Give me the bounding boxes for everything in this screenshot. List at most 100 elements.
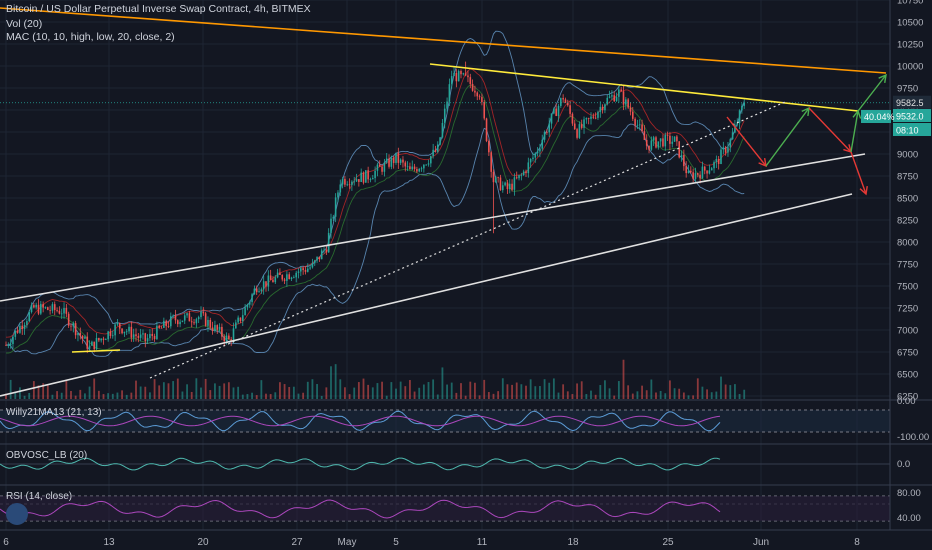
volume-bar [135,380,137,399]
volume-bar [706,389,708,399]
volume-bar [687,395,690,399]
candle-body [385,158,388,163]
volume-bar [288,387,291,399]
volume-bar [622,359,625,399]
volume-bar [590,390,592,399]
candle-body [638,124,641,126]
candle-body [360,172,362,182]
candle-body [248,301,251,305]
volume-bar [9,379,12,399]
candle-body [302,268,304,271]
bollinger-upper [5,30,745,346]
candle-body [163,320,165,328]
candle-body [731,132,734,140]
candle-body [662,138,664,147]
candle-body [14,330,17,337]
candle-body [539,148,541,152]
volume-bar [497,391,500,399]
volume-bar [297,393,300,399]
tradingview-logo-icon[interactable] [6,503,28,525]
candle-body [687,170,690,174]
candle-body [111,335,114,337]
candle-body [425,164,427,166]
candle-body [330,218,332,233]
rsi-line [0,499,721,519]
candle-body [316,256,318,261]
candle-body [423,164,425,169]
candle-body [488,141,490,153]
candle-body [123,331,126,334]
candle-body [295,272,297,278]
candle-body [555,108,557,116]
price-tick-label: 7750 [897,260,918,271]
volume-bar [631,393,634,399]
volume-bar [79,389,82,399]
volume-bar [283,384,286,399]
last-price-tag-bg [893,95,931,109]
volume-bar [539,386,541,399]
volume-bar [28,392,31,399]
candle-body [536,151,539,154]
volume-bar [223,383,226,399]
candle-body [648,145,650,150]
candle-body [21,325,24,329]
candle-body [44,307,47,309]
projection-arrows[interactable] [726,73,887,196]
volume-bar [14,391,17,399]
green-arrow-up-2 [850,110,859,153]
price-tick-label: 10500 [897,18,923,29]
candle-body [515,177,518,179]
candle-body [620,89,622,92]
volume-bar [571,394,574,399]
candle-body [337,192,339,198]
candle-body [571,113,574,124]
candle-body [262,281,265,290]
volume-bar [274,392,277,399]
candle-body [734,124,736,133]
volume-bar [334,364,337,399]
candle-body [135,334,137,337]
volume-bar [604,380,606,399]
candle-body [72,323,75,327]
volume-bars [5,359,746,399]
candle-body [694,173,697,179]
last-price-tag: 9582.5 [896,98,924,108]
candle-body [427,163,430,165]
trend-lines[interactable] [0,7,890,397]
volume-bar [487,392,490,399]
time-tick-label: 20 [197,537,209,548]
obv-line [0,457,721,471]
green-arrow-up-1 [765,107,810,167]
candle-body [478,96,481,98]
volume-bar [418,387,421,399]
volume-bar [501,378,504,399]
volume-bar [673,388,676,399]
volume-bar [599,385,602,399]
price-tick-label: 10250 [897,40,923,51]
candle-body [137,336,140,338]
candle-body [179,321,181,325]
candle-body [200,312,202,318]
candle-body [339,184,342,193]
orange-resistance-line [0,7,887,74]
candle-body [597,111,599,118]
candle-body [274,277,277,283]
candle-body [225,335,228,342]
volume-bar [255,395,258,399]
candle-body [77,332,79,336]
indicator-panes [0,399,932,531]
candle-body [327,232,330,253]
candle-body [341,178,344,185]
candle-body [497,177,499,179]
candle-body [211,327,214,331]
candle-body [546,131,548,133]
volume-bar [46,385,49,399]
candle-body [378,164,381,167]
green-arrow-up-3 [857,74,887,112]
candle-body [434,149,437,152]
candle-body [49,309,51,311]
candle-body [420,168,423,170]
candle-body [406,166,409,168]
volume-bar [218,385,221,399]
